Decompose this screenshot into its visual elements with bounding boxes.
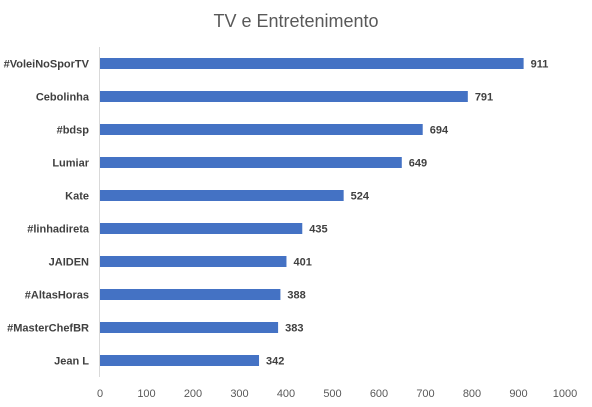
x-tick-label: 1000 (553, 388, 577, 400)
x-tick-label: 100 (137, 388, 155, 400)
bar (100, 355, 260, 366)
x-tick-label: 300 (230, 388, 248, 400)
category-label: Kate (65, 191, 89, 203)
x-tick-label: 200 (184, 388, 202, 400)
x-tick-label: 700 (416, 388, 434, 400)
bar (100, 322, 279, 333)
bar (100, 157, 402, 168)
category-label: JAIDEN (49, 257, 89, 269)
value-labels-group: 911 791 694 649 524 435 401 388 383 342 (266, 59, 548, 368)
x-tick-label: 800 (463, 388, 481, 400)
bar (100, 190, 344, 201)
value-label: 342 (266, 356, 284, 368)
category-label: #MasterChefBR (7, 323, 89, 335)
category-label: Cebolinha (36, 92, 90, 104)
bar (100, 223, 303, 234)
x-tick-label: 400 (277, 388, 295, 400)
category-label: #linhadireta (27, 224, 90, 236)
value-label: 383 (285, 323, 303, 335)
bars-group (100, 58, 524, 366)
x-tick-label: 900 (509, 388, 527, 400)
value-label: 401 (293, 257, 311, 269)
category-label: #AltasHoras (25, 290, 89, 302)
value-label: 435 (309, 224, 327, 236)
category-label: Lumiar (52, 158, 89, 170)
bar (100, 289, 281, 300)
value-label: 791 (475, 92, 493, 104)
x-tick-label: 500 (323, 388, 341, 400)
value-label: 649 (409, 158, 427, 170)
bar (100, 256, 287, 267)
category-label: Jean L (54, 356, 89, 368)
category-label: #bdsp (57, 125, 90, 137)
bar (100, 124, 423, 135)
x-tick-labels-group: 0 100 200 300 400 500 600 700 800 900 1000 (97, 388, 577, 400)
value-label: 524 (351, 191, 370, 203)
category-label: #VoleiNoSporTV (4, 59, 90, 71)
chart-title: TV e Entretenimento (213, 11, 378, 31)
x-tick-label: 0 (97, 388, 103, 400)
bar (100, 58, 524, 69)
value-label: 911 (531, 59, 549, 71)
value-label: 388 (287, 290, 305, 302)
bar (100, 91, 468, 102)
category-labels-group: #VoleiNoSporTV Cebolinha #bdsp Lumiar Kate #l… (4, 59, 90, 368)
x-tick-label: 600 (370, 388, 388, 400)
value-label: 694 (430, 125, 449, 137)
